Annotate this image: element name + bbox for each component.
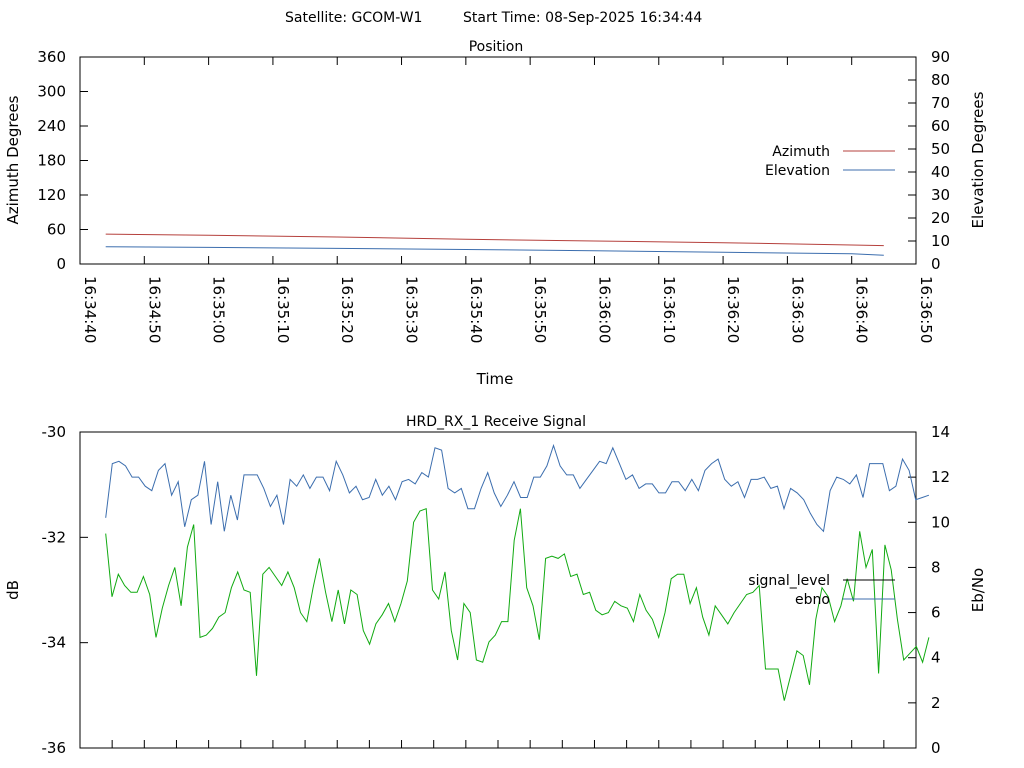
y-tick-label: 0 [56,255,66,273]
x-tick-label: 16:34:50 [145,276,163,343]
x-tick-label: 16:36:00 [595,276,613,343]
signal-y2-axis-label: Eb/No [969,568,987,612]
y-tick-label: -36 [42,739,67,757]
position-x-ticks: 16:34:40 16:34:50 16:35:00 16:35:10 16:35:20… [79,57,935,343]
position-chart-title: Position [469,39,524,55]
position-legend: Azimuth Elevation [765,144,895,179]
position-plot-frame [79,56,917,265]
receive-signal-chart: HRD_RX_1 Receive Signal dB Eb/No -36-34-… [4,414,987,757]
x-tick-label: 16:35:30 [403,276,421,343]
y2-tick-label: 0 [931,739,941,757]
y2-tick-label: 80 [931,71,950,89]
legend-signal-level-label: signal_level [748,573,830,589]
y-tick-label: -34 [42,634,67,652]
position-y-ticks: 0 60 120 180 240 300 360 [37,48,88,273]
x-tick-label: 16:36:20 [724,276,742,343]
signal-y-ticks: -36 -34 -32 -30 [42,423,88,757]
y2-tick-label: 6 [931,604,941,622]
elevation-series-line [105,246,884,256]
position-series [105,233,884,256]
x-tick-label: 16:35:00 [210,276,228,343]
green-series-line [105,508,930,701]
azimuth-series-line [105,233,884,247]
y-tick-label: 300 [37,83,66,101]
y-tick-label: 120 [37,186,66,204]
y2-tick-label: 10 [931,513,950,531]
y2-tick-label: 70 [931,94,950,112]
legend-azimuth-label: Azimuth [772,144,830,160]
signal-plot-frame [79,431,917,749]
x-tick-label: 16:36:30 [788,276,806,343]
y2-tick-label: 30 [931,186,950,204]
signal-y2-ticks: 0 2 4 6 8 10 12 14 [908,423,950,757]
x-tick-label: 16:35:40 [467,276,485,343]
y2-tick-label: 40 [931,163,950,181]
position-x-axis-label: Time [476,370,514,388]
x-tick-label: 16:36:50 [917,276,935,343]
position-y2-axis-label: Elevation Degrees [969,91,987,228]
y2-tick-label: 14 [931,423,950,441]
signal-y-axis-label: dB [4,580,22,600]
satellite-label: Satellite: GCOM-W1 [285,10,422,26]
x-tick-label: 16:35:10 [274,276,292,343]
y2-tick-label: 2 [931,694,941,712]
y-tick-label: 240 [37,117,66,135]
x-tick-label: 16:36:10 [660,276,678,343]
position-y2-ticks: 0 10 20 30 40 50 60 70 80 90 [908,48,950,273]
x-tick-label: 16:36:40 [853,276,871,343]
position-y-axis-label: Azimuth Degrees [4,95,22,224]
signal-series [105,443,930,701]
x-tick-label: 16:35:20 [338,276,356,343]
y2-tick-label: 4 [931,649,941,667]
y2-tick-label: 10 [931,232,950,250]
x-tick-label: 16:34:40 [81,276,99,343]
signal-x-ticks [79,740,917,748]
y-tick-label: 360 [37,48,66,66]
y2-tick-label: 90 [931,48,950,66]
signal-chart-title: HRD_RX_1 Receive Signal [406,414,586,430]
start-time-label: Start Time: 08-Sep-2025 16:34:44 [463,10,702,26]
position-chart: Position Azimuth Degrees Elevation Degre… [4,39,987,388]
legend-elevation-label: Elevation [765,163,830,179]
y-tick-label: 180 [37,152,66,170]
y2-tick-label: 0 [931,255,941,273]
y2-tick-label: 12 [931,468,950,486]
y2-tick-label: 20 [931,209,950,227]
y2-tick-label: 8 [931,558,941,576]
y-tick-label: -30 [42,423,67,441]
y-tick-label: -32 [42,528,67,546]
ebno-series-line [105,443,930,533]
legend-ebno-label: ebno [795,592,830,608]
y-tick-label: 60 [47,221,66,239]
x-tick-label: 16:35:50 [531,276,549,343]
y2-tick-label: 50 [931,140,950,158]
y2-tick-label: 60 [931,117,950,135]
